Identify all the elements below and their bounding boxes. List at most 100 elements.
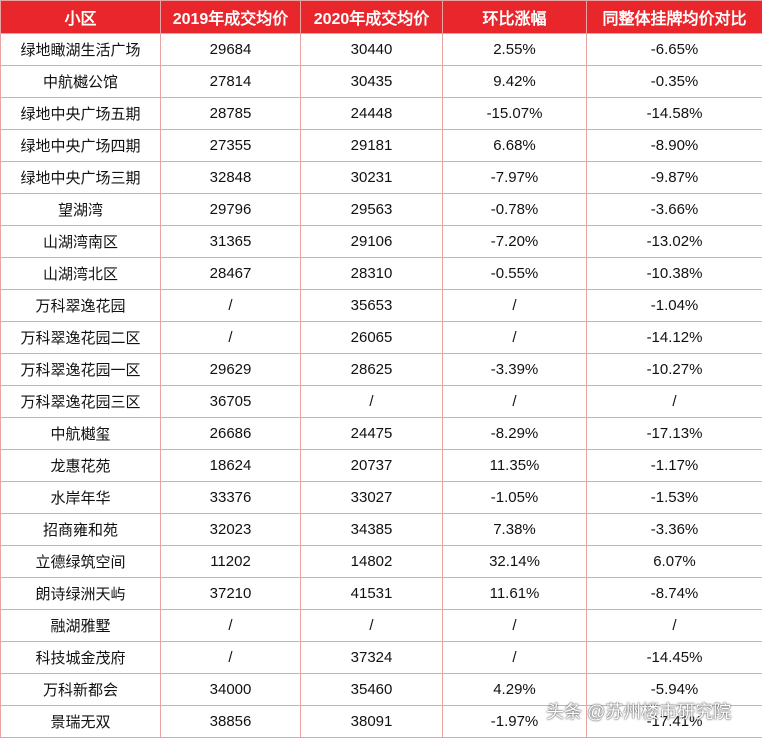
value-cell: -1.53% xyxy=(587,482,762,514)
value-cell: -8.90% xyxy=(587,130,762,162)
community-cell: 绿地中央广场五期 xyxy=(1,98,161,130)
value-cell: 33376 xyxy=(161,482,301,514)
community-cell: 水岸年华 xyxy=(1,482,161,514)
community-cell: 万科翠逸花园二区 xyxy=(1,322,161,354)
value-cell: -8.74% xyxy=(587,578,762,610)
value-cell: -0.55% xyxy=(443,258,587,290)
value-cell: 36705 xyxy=(161,386,301,418)
value-cell: 26686 xyxy=(161,418,301,450)
table-row: 融湖雅墅//// xyxy=(1,610,762,642)
community-cell: 绿地瞰湖生活广场 xyxy=(1,34,161,66)
value-cell: 34000 xyxy=(161,674,301,706)
value-cell: / xyxy=(443,642,587,674)
community-cell: 立德绿筑空间 xyxy=(1,546,161,578)
value-cell: / xyxy=(443,386,587,418)
value-cell: 14802 xyxy=(301,546,443,578)
value-cell: 11.35% xyxy=(443,450,587,482)
community-cell: 龙惠花苑 xyxy=(1,450,161,482)
value-cell: / xyxy=(161,642,301,674)
watermark: 头条 @苏州楼市研究院 xyxy=(546,698,731,724)
value-cell: 11.61% xyxy=(443,578,587,610)
value-cell: 34385 xyxy=(301,514,443,546)
value-cell: -10.27% xyxy=(587,354,762,386)
value-cell: / xyxy=(443,610,587,642)
value-cell: -14.12% xyxy=(587,322,762,354)
community-cell: 朗诗绿洲天屿 xyxy=(1,578,161,610)
value-cell: / xyxy=(161,290,301,322)
value-cell: 26065 xyxy=(301,322,443,354)
community-cell: 绿地中央广场四期 xyxy=(1,130,161,162)
value-cell: / xyxy=(161,610,301,642)
value-cell: 6.68% xyxy=(443,130,587,162)
value-cell: 32848 xyxy=(161,162,301,194)
community-cell: 望湖湾 xyxy=(1,194,161,226)
header-cell: 环比涨幅 xyxy=(443,1,587,34)
value-cell: 30435 xyxy=(301,66,443,98)
value-cell: -9.87% xyxy=(587,162,762,194)
value-cell: 32.14% xyxy=(443,546,587,578)
value-cell: 11202 xyxy=(161,546,301,578)
value-cell: 28625 xyxy=(301,354,443,386)
value-cell: 29629 xyxy=(161,354,301,386)
value-cell: / xyxy=(301,386,443,418)
header-cell: 2019年成交均价 xyxy=(161,1,301,34)
value-cell: / xyxy=(443,322,587,354)
value-cell: 30440 xyxy=(301,34,443,66)
value-cell: 24475 xyxy=(301,418,443,450)
community-cell: 科技城金茂府 xyxy=(1,642,161,674)
value-cell: -0.78% xyxy=(443,194,587,226)
value-cell: -14.58% xyxy=(587,98,762,130)
community-cell: 景瑞无双 xyxy=(1,706,161,738)
community-cell: 万科翠逸花园 xyxy=(1,290,161,322)
value-cell: 30231 xyxy=(301,162,443,194)
header-cell: 同整体挂牌均价对比 xyxy=(587,1,762,34)
value-cell: -1.17% xyxy=(587,450,762,482)
value-cell: / xyxy=(443,290,587,322)
value-cell: 28785 xyxy=(161,98,301,130)
value-cell: -14.45% xyxy=(587,642,762,674)
value-cell: / xyxy=(161,322,301,354)
value-cell: / xyxy=(587,386,762,418)
value-cell: 7.38% xyxy=(443,514,587,546)
value-cell: -7.20% xyxy=(443,226,587,258)
value-cell: -3.39% xyxy=(443,354,587,386)
value-cell: -1.04% xyxy=(587,290,762,322)
table-row: 科技城金茂府/37324/-14.45% xyxy=(1,642,762,674)
value-cell: -8.29% xyxy=(443,418,587,450)
value-cell: 27355 xyxy=(161,130,301,162)
value-cell: 2.55% xyxy=(443,34,587,66)
value-cell: -15.07% xyxy=(443,98,587,130)
community-cell: 中航樾公馆 xyxy=(1,66,161,98)
value-cell: 28467 xyxy=(161,258,301,290)
value-cell: -3.36% xyxy=(587,514,762,546)
value-cell: -13.02% xyxy=(587,226,762,258)
community-cell: 万科翠逸花园一区 xyxy=(1,354,161,386)
community-cell: 融湖雅墅 xyxy=(1,610,161,642)
value-cell: / xyxy=(587,610,762,642)
header-cell: 小区 xyxy=(1,1,161,34)
value-cell: 35460 xyxy=(301,674,443,706)
value-cell: -1.05% xyxy=(443,482,587,514)
value-cell: 27814 xyxy=(161,66,301,98)
community-cell: 万科翠逸花园三区 xyxy=(1,386,161,418)
value-cell: 31365 xyxy=(161,226,301,258)
value-cell: -10.38% xyxy=(587,258,762,290)
value-cell: 20737 xyxy=(301,450,443,482)
value-cell: 18624 xyxy=(161,450,301,482)
value-cell: -0.35% xyxy=(587,66,762,98)
community-cell: 万科新都会 xyxy=(1,674,161,706)
